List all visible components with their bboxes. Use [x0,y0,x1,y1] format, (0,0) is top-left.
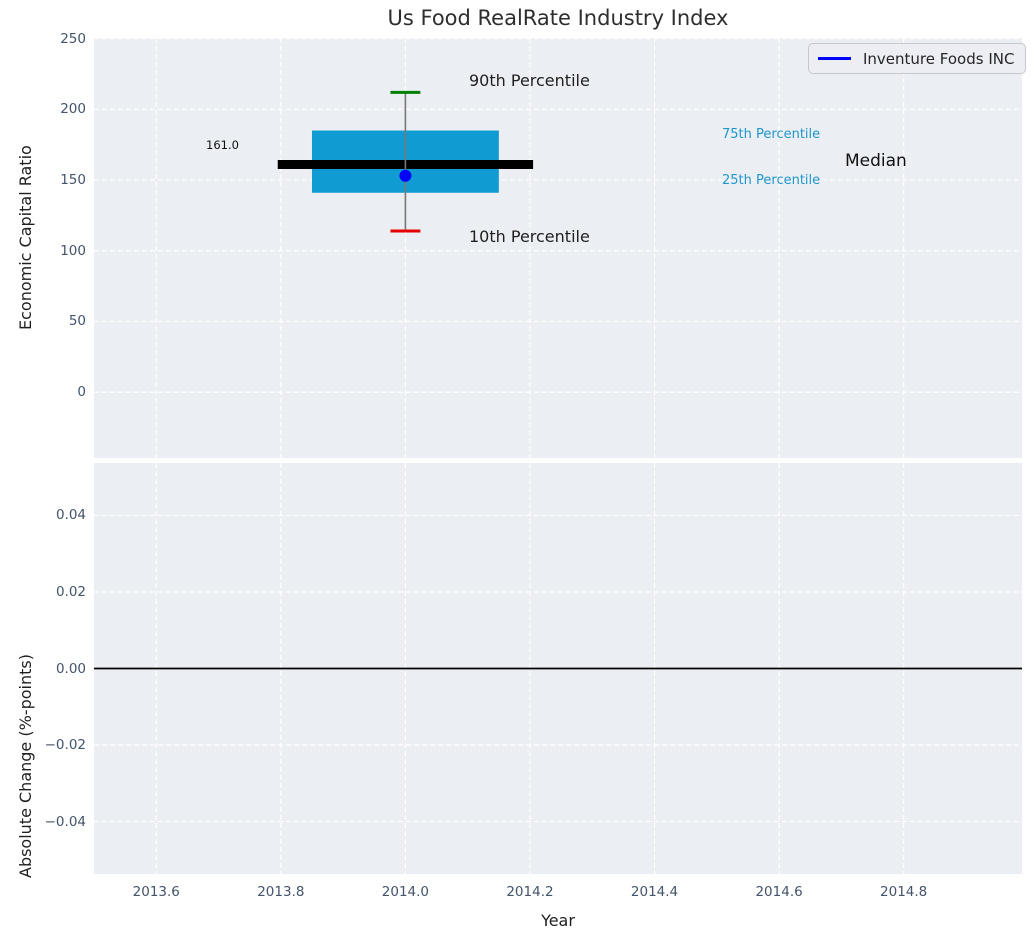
x-tick-label: 2014.6 [755,884,803,900]
x-tick-label: 2014.0 [381,884,430,900]
annotation-90th-percentile: 90th Percentile [469,71,590,90]
x-axis-label: Year [541,911,575,930]
legend: Inventure Foods INC [808,43,1026,74]
legend-line-swatch [818,57,851,60]
x-tick-label: 2013.6 [132,884,180,900]
y-tick-label-top: 50 [68,313,86,330]
annotation-median-value: 161.0 [206,138,239,152]
legend-label: Inventure Foods INC [863,49,1015,68]
y-tick-label-bottom: 0.02 [55,583,86,600]
chart-title: Us Food RealRate Industry Index [387,6,729,30]
annotation-25th-percentile: 25th Percentile [722,173,821,188]
y-tick-label-bottom: −0.02 [44,737,86,754]
y-tick-label-bottom: 0.00 [55,660,86,677]
y-tick-label-top: 250 [60,30,86,47]
x-tick-label: 2014.4 [630,884,679,900]
annotation-median: Median [845,151,907,171]
y-tick-label-top: 0 [77,384,86,401]
axes-top [94,38,1022,458]
axes-bottom [94,463,1022,874]
y-axis-label-bottom: Absolute Change (%-points) [16,654,35,878]
annotation-75th-percentile: 75th Percentile [722,127,821,142]
y-tick-label-top: 150 [60,172,86,189]
x-tick-label: 2013.8 [257,884,305,900]
y-tick-label-top: 100 [60,242,86,259]
x-tick-label: 2014.2 [506,884,554,900]
x-tick-label: 2014.8 [880,884,928,900]
y-tick-label-bottom: −0.04 [44,813,86,830]
y-tick-label-top: 200 [60,101,86,118]
y-tick-label-bottom: 0.04 [55,507,86,524]
annotation-10th-percentile: 10th Percentile [469,227,590,246]
